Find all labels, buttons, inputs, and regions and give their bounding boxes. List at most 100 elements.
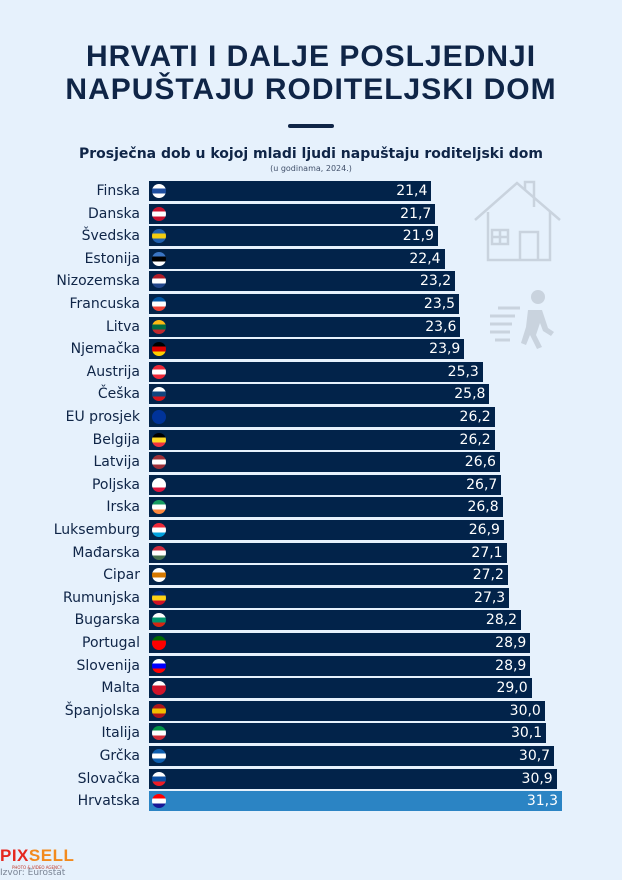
title-line-1: HRVATI I DALJE POSLJEDNJI <box>85 40 537 73</box>
bar: 26,2 <box>149 429 495 450</box>
bar: 21,7 <box>149 203 436 224</box>
value-label: 23,9 <box>429 341 461 358</box>
flag-icon <box>152 364 166 379</box>
category-label: Cipar <box>103 567 140 584</box>
category-label: Poljska <box>91 476 140 493</box>
category-label: Nizozemska <box>56 273 140 290</box>
value-label: 29,0 <box>496 680 528 697</box>
value-label: 28,9 <box>495 657 527 674</box>
bar: 26,8 <box>149 497 503 518</box>
category-label: Luksemburg <box>53 522 140 538</box>
bar: 26,6 <box>149 452 500 473</box>
flag-icon <box>152 229 166 244</box>
category-label: Francuska <box>69 296 140 312</box>
category-label: Hrvatska <box>77 793 140 810</box>
flag-icon <box>152 613 166 628</box>
bar: 23,6 <box>149 316 461 337</box>
value-label: 26,9 <box>468 522 500 538</box>
logo-part-2: SELL <box>28 846 75 865</box>
flag-icon <box>152 319 166 334</box>
value-label: 23,5 <box>423 296 456 312</box>
bar: 28,9 <box>149 633 531 653</box>
category-label: Austrija <box>86 363 140 380</box>
category-label: Estonija <box>84 250 140 267</box>
value-label: 21,4 <box>396 183 428 199</box>
flag-icon <box>152 681 166 696</box>
bar: 28,2 <box>149 610 522 631</box>
bar: 21,4 <box>149 181 432 201</box>
bar: 30,1 <box>149 723 547 744</box>
house-icon <box>474 180 561 349</box>
flag-icon <box>152 206 166 221</box>
value-label: 30,1 <box>510 725 543 742</box>
value-label: 26,7 <box>466 476 498 493</box>
flag-icon <box>152 658 166 673</box>
value-label: 25,8 <box>454 386 486 403</box>
flag-icon <box>152 568 166 583</box>
flag-icon <box>152 251 166 266</box>
flag-icon <box>152 749 166 763</box>
flag-icon <box>152 184 166 198</box>
source-note: Izvor: Eurostat <box>0 868 66 878</box>
value-label: 22,4 <box>409 250 441 267</box>
value-label: 23,2 <box>419 273 452 290</box>
value-label: 30,0 <box>509 702 541 719</box>
bar: 30,7 <box>149 746 555 766</box>
flag-icon <box>152 387 166 402</box>
flag-icon <box>152 297 166 311</box>
bar: 23,2 <box>149 271 456 292</box>
bar: 27,2 <box>149 565 508 586</box>
flag-icon <box>152 432 166 447</box>
value-label: 26,2 <box>459 409 491 425</box>
category-label: Švedska <box>81 228 140 245</box>
value-label: 23,6 <box>425 318 457 335</box>
bar: 31,3 <box>149 791 562 812</box>
flag-icon <box>152 523 166 537</box>
category-label: Latvija <box>93 454 140 471</box>
bar: 30,0 <box>149 700 545 721</box>
flag-icon <box>152 794 166 809</box>
bar: 27,3 <box>149 587 510 608</box>
walking-person-icon <box>521 290 554 349</box>
bar: 21,9 <box>149 226 438 247</box>
value-label: 27,1 <box>471 544 503 561</box>
category-label: Španjolska <box>64 702 140 719</box>
chart-title: Prosječna dob u kojoj mladi ljudi napušt… <box>79 146 543 162</box>
bar: 26,9 <box>149 520 504 540</box>
bar: 30,9 <box>149 768 557 789</box>
category-label: Rumunjska <box>63 589 140 606</box>
bar: 25,3 <box>149 361 483 382</box>
bar: 22,4 <box>149 248 445 269</box>
value-label: 31,3 <box>526 793 558 810</box>
value-label: 26,2 <box>459 431 491 448</box>
category-label: Slovačka <box>77 770 140 787</box>
flag-icon <box>152 342 166 357</box>
flag-icon <box>152 477 166 492</box>
flag-icon <box>152 500 166 515</box>
logo-part-1: PIX <box>0 846 29 865</box>
flag-icon <box>152 590 166 605</box>
category-label: Belgija <box>92 431 140 448</box>
value-label: 28,2 <box>485 612 518 629</box>
category-label: Malta <box>101 680 140 697</box>
category-label: Irska <box>106 499 140 516</box>
flag-icon <box>152 703 166 718</box>
category-label: Grčka <box>99 748 140 764</box>
chart-subtitle: (u godinama, 2024.) <box>270 164 352 173</box>
value-label: 30,9 <box>521 770 553 787</box>
bar: 26,7 <box>149 474 502 495</box>
value-label: 30,7 <box>518 748 551 764</box>
flag-icon <box>152 636 166 650</box>
category-label: Finska <box>96 183 140 199</box>
bar: 27,1 <box>149 542 507 563</box>
value-label: 27,2 <box>472 567 504 584</box>
bar: 29,0 <box>149 678 532 699</box>
value-label: 21,9 <box>402 228 434 245</box>
category-label: Italija <box>101 725 140 742</box>
pixsell-logo: PIXSELL <box>0 846 74 866</box>
flag-icon <box>152 455 166 470</box>
category-label: Slovenija <box>76 657 140 674</box>
bar: 23,9 <box>149 339 465 360</box>
value-label: 26,6 <box>464 454 496 471</box>
category-label: Mađarska <box>72 544 140 561</box>
